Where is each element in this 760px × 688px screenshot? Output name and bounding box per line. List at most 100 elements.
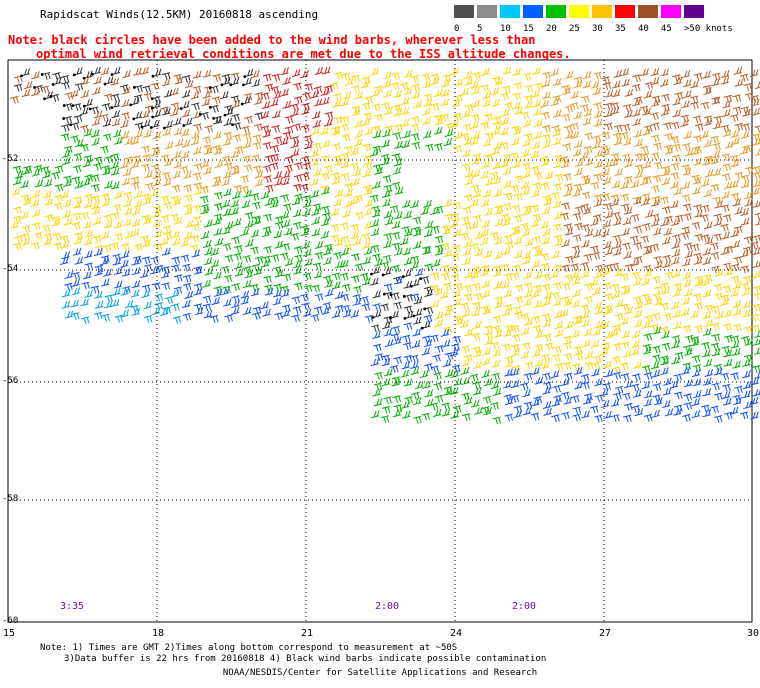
wind-barb xyxy=(114,136,123,145)
wind-barb xyxy=(104,180,113,189)
wind-barb xyxy=(292,197,301,206)
wind-barb xyxy=(361,240,371,250)
wind-barb xyxy=(182,282,192,291)
wind-barb xyxy=(151,82,160,91)
wind-barb xyxy=(44,197,54,206)
wind-barb xyxy=(272,297,282,306)
contamination-marker xyxy=(182,124,186,127)
wind-barb xyxy=(700,204,710,213)
wind-barb xyxy=(620,273,629,282)
wind-barb xyxy=(80,77,89,86)
wind-barb xyxy=(432,408,442,417)
wind-barb xyxy=(311,207,320,216)
wind-barb xyxy=(91,129,100,138)
wind-barb xyxy=(720,76,730,85)
wind-barb xyxy=(252,134,262,143)
legend-swatch xyxy=(477,5,497,18)
wind-barb xyxy=(650,76,660,86)
wind-barb xyxy=(644,81,654,90)
wind-barb xyxy=(491,372,501,381)
contamination-marker xyxy=(51,83,55,86)
wind-barb xyxy=(462,222,472,230)
wind-barb xyxy=(142,239,151,248)
wind-barb xyxy=(373,398,383,407)
wind-barb xyxy=(380,153,390,162)
wind-barb xyxy=(731,347,741,357)
wind-barb xyxy=(513,410,522,419)
wind-barb xyxy=(692,364,702,372)
wind-barb xyxy=(563,297,573,307)
wind-barb xyxy=(651,198,660,207)
wind-barb xyxy=(683,393,693,402)
wind-barb xyxy=(551,398,561,407)
wind-barb xyxy=(713,233,722,242)
legend-label: 20 xyxy=(546,24,557,34)
wind-barb xyxy=(203,310,213,319)
wind-barb xyxy=(594,306,604,315)
wind-barb xyxy=(231,236,240,245)
wind-barb xyxy=(422,335,431,344)
wind-barb xyxy=(483,378,493,387)
wind-barb xyxy=(449,219,459,228)
wind-barb xyxy=(712,196,722,205)
wind-barb xyxy=(74,67,83,76)
wind-barb xyxy=(663,227,672,236)
wind-barb xyxy=(513,214,522,223)
wind-barb xyxy=(90,106,99,115)
wind-barb xyxy=(633,319,643,328)
wind-barb xyxy=(190,235,200,243)
wind-barb xyxy=(594,378,603,387)
wind-barb xyxy=(723,397,732,406)
wind-barb xyxy=(374,166,383,175)
wind-barb xyxy=(411,278,420,287)
wind-barb xyxy=(314,251,323,260)
wind-barb xyxy=(540,253,550,261)
wind-barb xyxy=(161,171,171,180)
wind-barb xyxy=(161,282,171,291)
wind-barb xyxy=(242,306,252,315)
wind-barb xyxy=(650,218,660,227)
wind-barb xyxy=(634,153,643,161)
wind-barb xyxy=(442,282,452,291)
wind-barb xyxy=(563,223,573,232)
wind-barb xyxy=(461,149,471,158)
wind-barb xyxy=(391,231,400,240)
wind-barb xyxy=(364,198,374,208)
wind-barb xyxy=(580,318,590,328)
wind-barb xyxy=(153,243,163,252)
wind-barb xyxy=(190,244,199,253)
wind-barb xyxy=(120,250,130,259)
wind-barb xyxy=(382,79,392,88)
wind-barb xyxy=(441,88,450,97)
wind-barb xyxy=(214,159,224,168)
wind-barb xyxy=(173,216,183,225)
wind-barb xyxy=(613,137,623,146)
wind-barb xyxy=(80,90,90,99)
wind-barb xyxy=(284,227,293,236)
wind-barb xyxy=(671,356,680,365)
wind-barb xyxy=(703,358,713,368)
wind-barb xyxy=(530,219,539,228)
wind-barb xyxy=(403,257,413,266)
wind-barb xyxy=(180,238,189,247)
wind-barb xyxy=(73,236,83,245)
wind-barb xyxy=(442,307,452,317)
wind-barb xyxy=(240,290,250,299)
wind-barb xyxy=(684,148,694,157)
wind-barb xyxy=(183,117,193,126)
wind-barb xyxy=(203,144,212,153)
wind-barb xyxy=(450,67,459,76)
wind-barb xyxy=(684,249,694,259)
wind-barb xyxy=(111,118,121,127)
wind-barb xyxy=(102,118,112,127)
wind-barb xyxy=(552,77,562,86)
wind-barb xyxy=(464,270,474,279)
wind-barb xyxy=(654,285,664,294)
wind-barb xyxy=(751,270,760,279)
wind-barb xyxy=(70,89,79,98)
wind-barb xyxy=(124,156,133,165)
wind-barb xyxy=(724,334,733,343)
wind-barb xyxy=(680,231,690,240)
wind-barb xyxy=(583,145,593,154)
wind-barb xyxy=(640,153,650,161)
